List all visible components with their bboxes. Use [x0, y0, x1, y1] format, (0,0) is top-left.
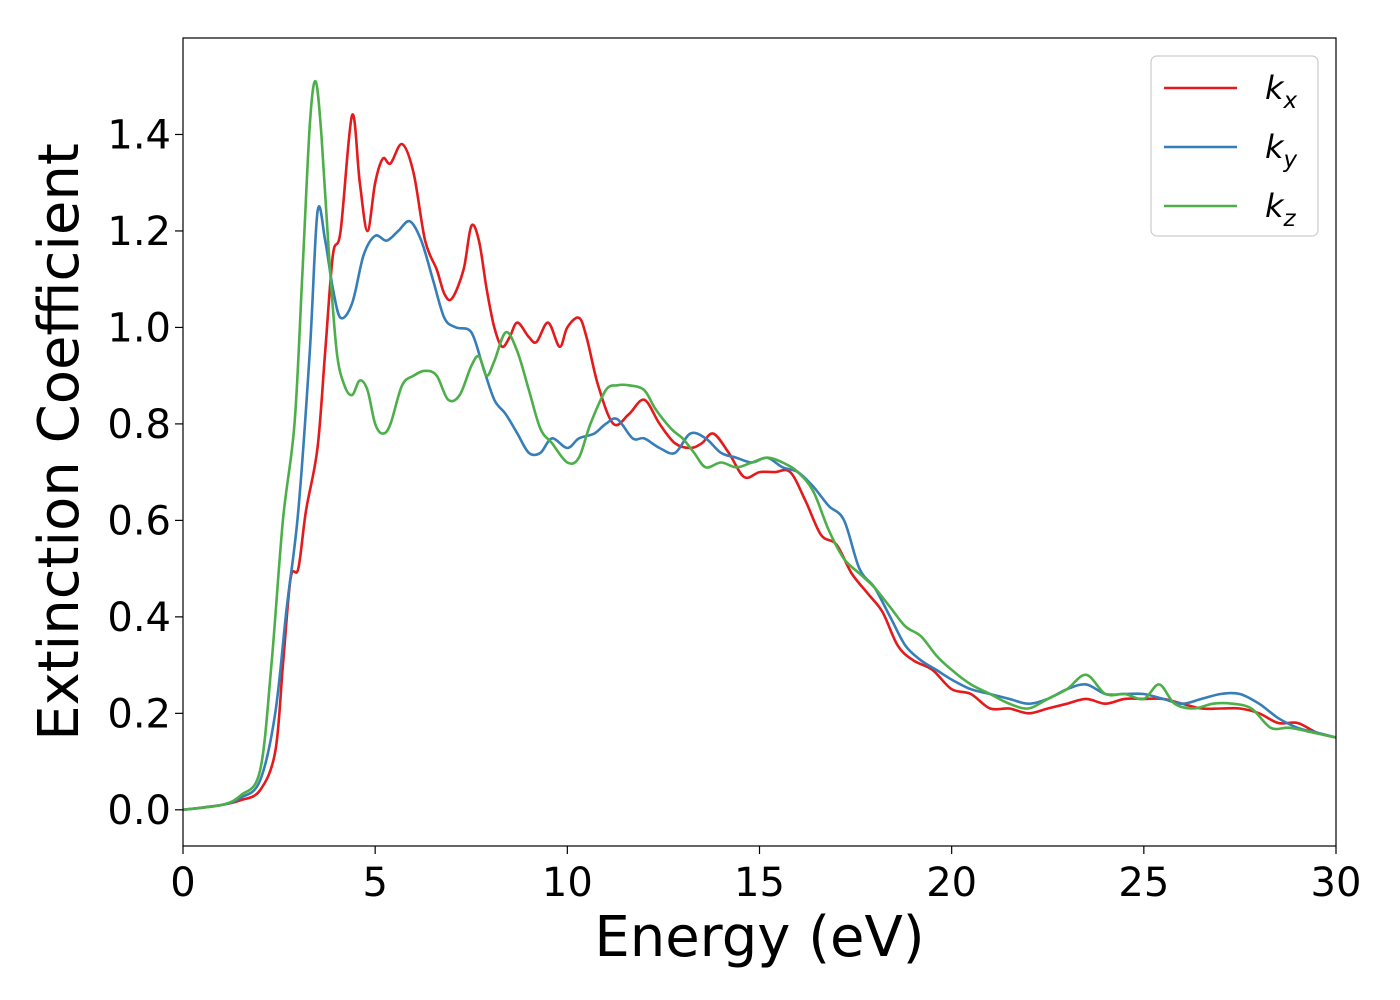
y-tick-label: 1.4: [107, 112, 171, 158]
series-line-ky: [182, 205, 1337, 812]
series-lines: [182, 80, 1337, 812]
y-axis: 0.0 0.2 0.4 0.6 0.8 1.0 1.2 1.4: [107, 112, 183, 834]
y-tick-label: 0.8: [107, 402, 171, 448]
x-axis: 0 5 10 15 20 25 30: [170, 846, 1361, 906]
y-tick-label: 0.0: [107, 788, 171, 834]
x-tick-label: 30: [1311, 860, 1362, 906]
series-line-kz: [182, 80, 1337, 812]
x-tick-label: 20: [926, 860, 977, 906]
x-tick-label: 15: [734, 860, 785, 906]
y-tick-label: 0.4: [107, 595, 171, 641]
y-tick-label: 0.2: [107, 691, 171, 737]
y-axis-label: Extinction Coefficient: [27, 143, 92, 741]
x-tick-label: 0: [170, 860, 195, 906]
x-tick-label: 25: [1118, 860, 1169, 906]
x-axis-label: Energy (eV): [594, 905, 924, 970]
x-tick-label: 10: [542, 860, 593, 906]
y-tick-label: 0.6: [107, 498, 171, 544]
y-tick-label: 1.0: [107, 305, 171, 351]
series-line-kx: [182, 113, 1337, 812]
x-tick-label: 5: [362, 860, 387, 906]
y-tick-label: 1.2: [107, 209, 171, 255]
